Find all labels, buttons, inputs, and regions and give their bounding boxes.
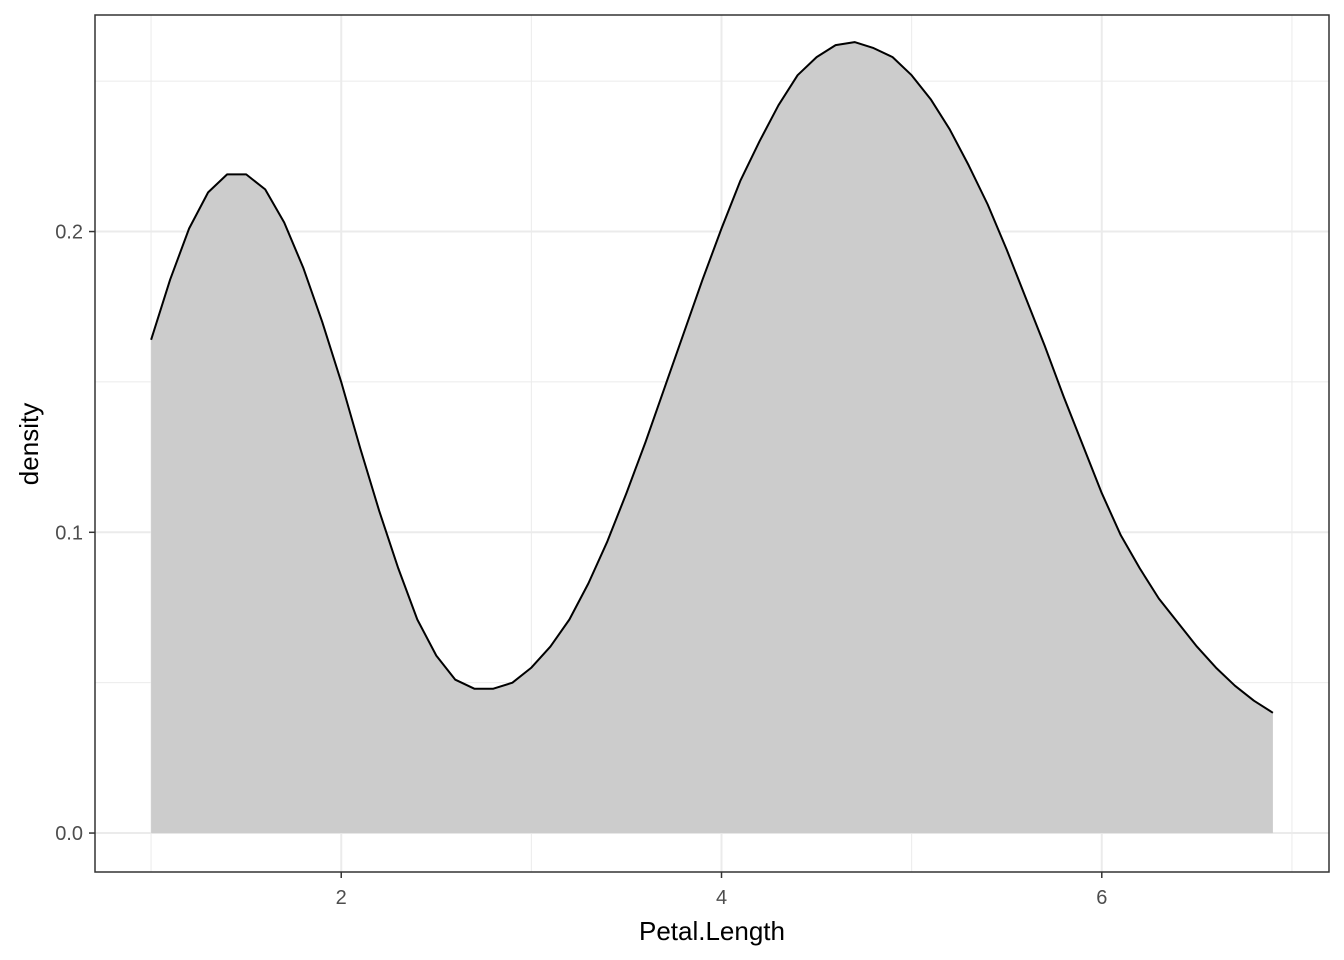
density-curve-line: [150, 41, 1274, 714]
density-area-fill: [151, 42, 1273, 834]
x-tick-label: 4: [716, 887, 727, 909]
x-tick-label: 6: [1096, 887, 1107, 909]
y-tick-label: 0.2: [55, 222, 83, 244]
x-tick-label: 2: [336, 887, 347, 909]
y-tick-label: 0.0: [55, 823, 83, 845]
y-axis-ticks: 0.0 0.1 0.2: [55, 222, 95, 845]
x-axis-title: Petal.Length: [639, 916, 785, 946]
panel-border: [94, 14, 1330, 873]
y-axis-title: density: [14, 403, 44, 485]
y-tick-label: 0.1: [55, 522, 83, 544]
x-axis-ticks: 2 4 6: [336, 872, 1107, 909]
